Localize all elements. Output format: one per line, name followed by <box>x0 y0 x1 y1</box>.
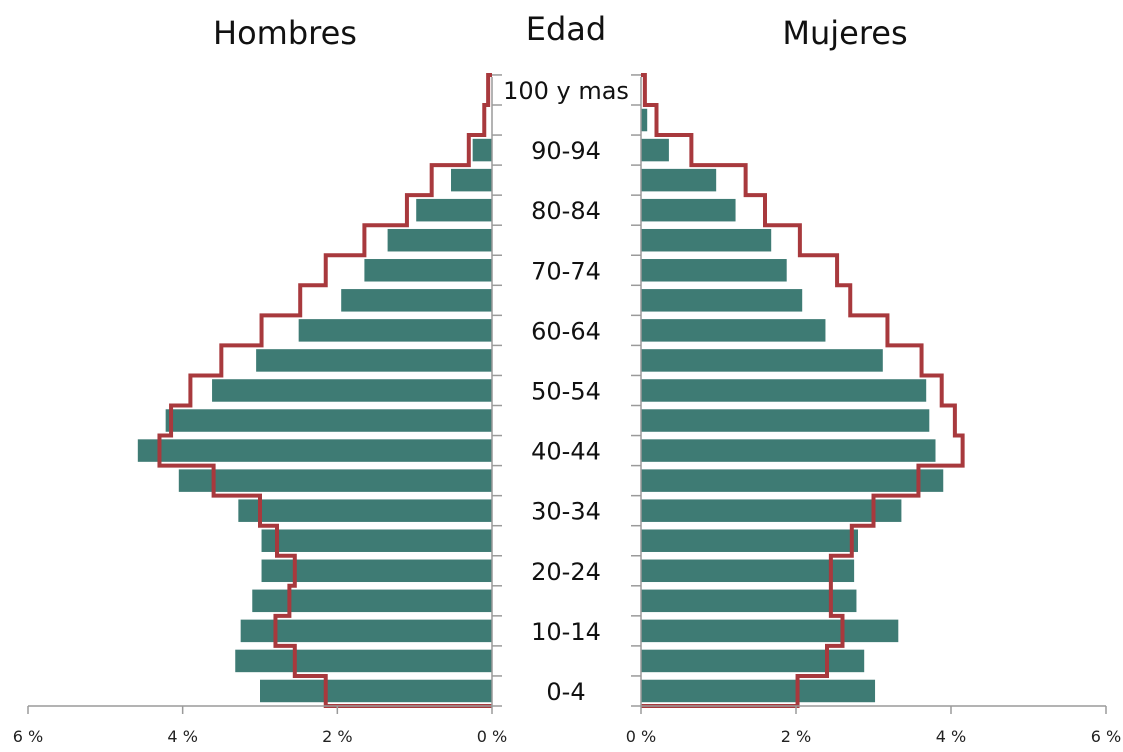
age-label-20-24: 20-24 <box>531 558 601 586</box>
age-label-80-84: 80-84 <box>531 197 601 225</box>
men-bar-20-24 <box>261 559 492 583</box>
women-bar-75-79 <box>641 228 772 252</box>
men-bar-80-84 <box>416 198 492 222</box>
women-bar-45-49 <box>641 409 930 432</box>
men-bar-40-44 <box>137 439 492 462</box>
age-label-10-14: 10-14 <box>531 618 601 646</box>
men-x-tick-label: 0 % <box>477 727 507 746</box>
men-x-tick-label: 4 % <box>167 727 197 746</box>
women-reference-outline <box>641 72 965 708</box>
men-bar-75-79 <box>387 228 492 252</box>
chart-axes <box>27 74 1107 714</box>
age-column-title: Edad <box>526 10 606 48</box>
men-bar-55-59 <box>256 349 492 372</box>
age-label-50-54: 50-54 <box>531 377 601 405</box>
women-bar-40-44 <box>641 439 936 462</box>
men-bar-35-39 <box>178 469 493 492</box>
women-bar-85-89 <box>641 168 717 192</box>
men-bar-85-89 <box>451 168 492 192</box>
men-bar-25-29 <box>261 529 492 552</box>
men-bar-50-54 <box>212 379 492 402</box>
men-bar-70-74 <box>364 259 492 282</box>
women-bar-20-24 <box>641 559 855 583</box>
women-bar-35-39 <box>641 469 944 492</box>
women-bar-90-94 <box>641 138 669 162</box>
age-group-labels: 0-4 10-14 20-24 30-34 40-44 50-54 60-64 70-74 80… <box>503 77 629 706</box>
men-x-tick-label: 2 % <box>322 727 352 746</box>
men-reference-outline <box>157 72 492 708</box>
women-bar-50-54 <box>641 379 927 402</box>
women-bar-55-59 <box>641 349 883 372</box>
men-bar-30-34 <box>238 499 492 522</box>
men-bar-10-14 <box>240 619 492 643</box>
women-bar-5-9 <box>641 649 865 673</box>
x-axis-tick-labels: 6 % 4 % 2 % 0 % 0 % 2 % 4 % 6 % <box>13 727 1121 746</box>
age-label-60-64: 60-64 <box>531 317 601 345</box>
age-label-70-74: 70-74 <box>531 257 601 285</box>
men-bar-60-64 <box>298 319 492 342</box>
women-bar-15-19 <box>641 589 857 613</box>
women-x-tick-label: 4 % <box>936 727 966 746</box>
right-panel-title: Mujeres <box>782 14 907 52</box>
age-label-0-4: 0-4 <box>546 678 585 706</box>
men-bar-65-69 <box>341 289 492 312</box>
men-bars <box>137 138 493 703</box>
women-x-tick-label: 6 % <box>1091 727 1121 746</box>
age-label-30-34: 30-34 <box>531 498 601 526</box>
men-bar-15-19 <box>252 589 492 613</box>
men-bar-90-94 <box>472 138 492 162</box>
men-bar-45-49 <box>165 409 493 432</box>
women-bar-70-74 <box>641 259 787 282</box>
women-bar-10-14 <box>641 619 899 643</box>
age-label-90-94: 90-94 <box>531 137 601 165</box>
women-bars <box>641 108 944 703</box>
women-x-tick-label: 2 % <box>781 727 811 746</box>
women-x-tick-label: 0 % <box>626 727 656 746</box>
men-bar-0-4 <box>260 679 492 703</box>
age-label-40-44: 40-44 <box>531 438 601 466</box>
men-x-tick-label: 6 % <box>13 727 43 746</box>
women-bar-60-64 <box>641 319 826 342</box>
age-label-100-y-mas: 100 y mas <box>503 77 629 105</box>
women-bar-95-99 <box>641 108 648 132</box>
men-bar-5-9 <box>235 649 492 673</box>
women-bar-0-4 <box>641 679 876 703</box>
women-bar-65-69 <box>641 289 803 312</box>
women-bar-80-84 <box>641 198 736 222</box>
women-bar-30-34 <box>641 499 902 522</box>
women-bar-25-29 <box>641 529 858 552</box>
left-panel-title: Hombres <box>213 14 357 52</box>
